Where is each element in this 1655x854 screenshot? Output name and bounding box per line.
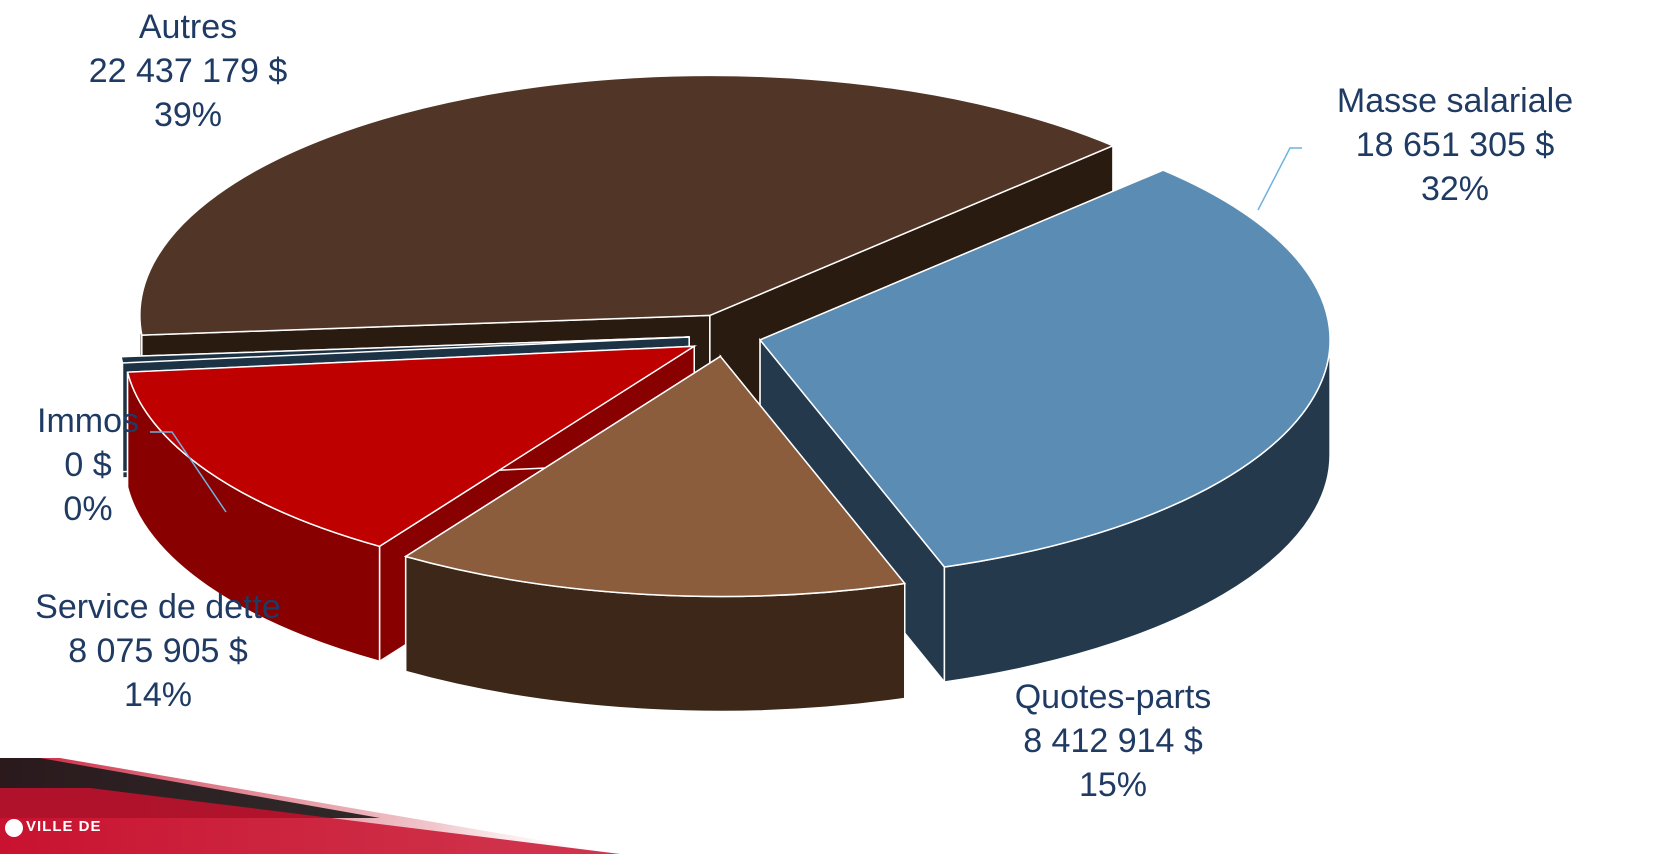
slice-value-immos: 0 $ [64,446,111,484]
slice-top-immos [120,336,690,364]
slice-percent-quotes-parts: 15% [1079,766,1147,804]
slice-percent-masse-salariale: 32% [1421,170,1489,208]
slice-value-masse-salariale: 18 651 305 $ [1356,126,1555,164]
brand-line: VILLE DE [26,818,102,835]
slice-top-service-de-dette [126,345,698,548]
slice-label-autres: Autres [139,8,237,46]
slice-percent-immos: 0% [63,490,112,528]
slice-top-quotes-parts [403,355,907,598]
slice-value-quotes-parts: 8 412 914 $ [1023,722,1203,760]
slice-top-masse-salariale [758,169,1331,568]
slice-value-autres: 22 437 179 $ [89,52,288,90]
slice-percent-service-de-dette: 14% [124,676,192,714]
leader-line-immos [150,431,227,513]
city-logo-banner [0,758,620,854]
slice-value-service-de-dette: 8 075 905 $ [68,632,248,670]
slice-label-masse-salariale: Masse salariale [1337,82,1573,120]
slice-label-service-de-dette: Service de dette [35,588,281,626]
city-crest-icon [5,819,23,837]
slice-top-autres [139,74,1115,336]
slice-label-quotes-parts: Quotes-parts [1015,678,1212,716]
slice-percent-autres: 39% [154,96,222,134]
leader-line-masse-salariale [1257,147,1302,211]
slice-label-immos: Immos [37,402,139,440]
